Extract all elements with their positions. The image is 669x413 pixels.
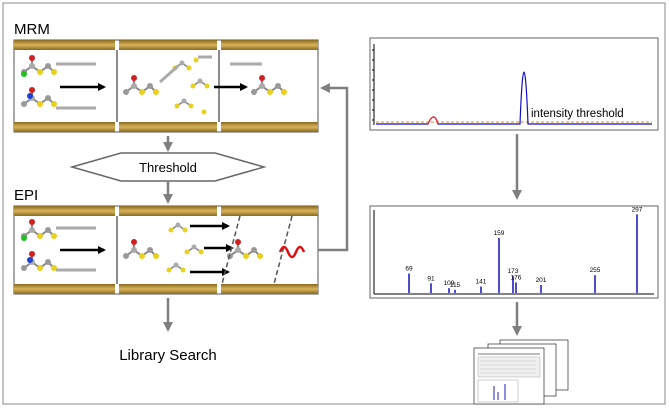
epi-bottom-rail xyxy=(14,284,318,294)
intensity-threshold-label: intensity threshold xyxy=(531,108,624,120)
mrm-bottom-rail xyxy=(14,122,318,132)
library-search-label: Library Search xyxy=(119,347,217,364)
molecule-icon xyxy=(122,57,211,115)
mrm-label: MRM xyxy=(14,21,50,38)
arrow-feedback-loop xyxy=(318,83,349,252)
spectrum-peak-label: 115 xyxy=(450,282,461,289)
mrm-top-rail xyxy=(14,40,318,50)
noise-peak xyxy=(427,116,439,125)
threshold-decision: Threshold xyxy=(69,152,267,182)
chromatogram-frame xyxy=(369,37,659,131)
threshold-label: Threshold xyxy=(139,160,197,175)
mrm-chamber xyxy=(13,39,319,133)
spectrum-peak-label: 69 xyxy=(405,266,413,273)
molecule-icon xyxy=(20,54,58,108)
mrm-instrument xyxy=(13,39,319,133)
epi-label: EPI xyxy=(14,187,38,204)
epi-chamber xyxy=(13,205,319,295)
spectrum-peak-label: 176 xyxy=(511,274,522,281)
chromatogram-panel: intensity threshold xyxy=(369,37,659,131)
spectrum-peak-label: 91 xyxy=(427,275,435,282)
epi-instrument xyxy=(13,205,319,295)
chromatogram-y-ticks xyxy=(372,49,374,121)
spectrum-peak-label: 159 xyxy=(494,230,505,237)
spectrum-peak-label: 141 xyxy=(476,279,487,286)
molecule-icon xyxy=(20,218,58,272)
spectrum-peak-label: 109 xyxy=(444,280,455,287)
spectrum-peak-label: 297 xyxy=(632,206,643,213)
spectrum-peak-label: 201 xyxy=(536,277,547,284)
report-document-stack-icon xyxy=(473,339,569,405)
sine-wave-icon xyxy=(278,245,306,259)
epi-top-rail xyxy=(14,206,318,216)
spectrum-peak-label: 173 xyxy=(508,268,519,275)
spectrum-peak-label: 255 xyxy=(590,267,601,274)
spectrum-frame xyxy=(369,205,659,299)
